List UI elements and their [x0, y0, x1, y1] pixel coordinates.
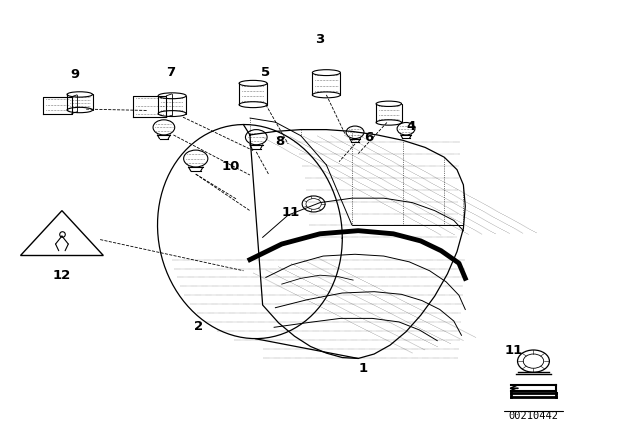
Text: 8: 8	[275, 135, 285, 148]
Text: 4: 4	[406, 120, 415, 133]
Text: 9: 9	[70, 69, 79, 82]
Text: 7: 7	[166, 66, 175, 79]
Text: 3: 3	[316, 33, 324, 46]
Text: 00210442: 00210442	[508, 411, 559, 421]
Text: 6: 6	[365, 131, 374, 144]
Text: 2: 2	[195, 320, 204, 333]
Text: 11: 11	[282, 207, 300, 220]
Text: 5: 5	[261, 66, 270, 79]
Text: 11: 11	[505, 345, 523, 358]
Text: 10: 10	[221, 159, 239, 172]
Text: 1: 1	[358, 362, 367, 375]
Text: 12: 12	[52, 269, 71, 282]
